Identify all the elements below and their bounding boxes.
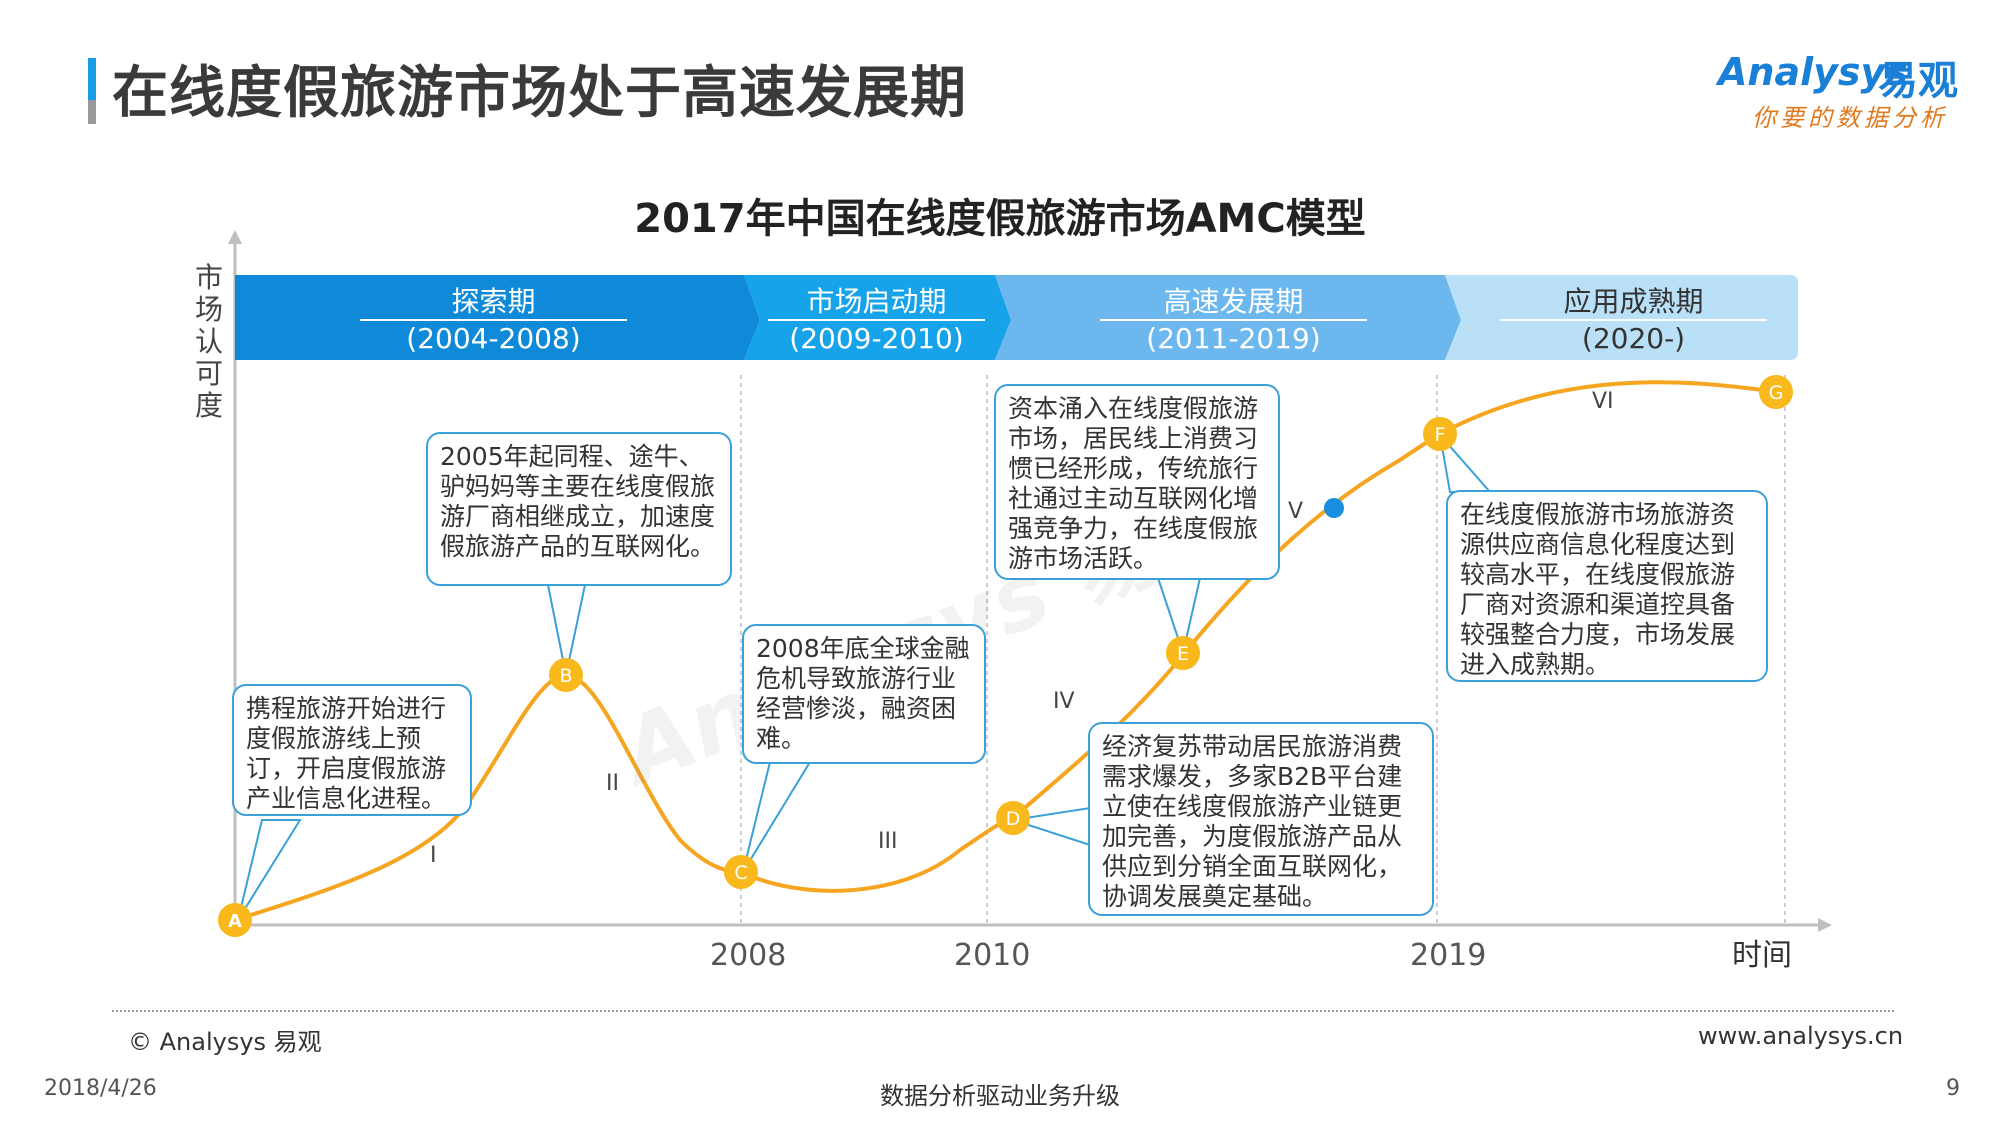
stage-v-marker	[1324, 498, 1344, 518]
point-d-label: D	[1006, 808, 1021, 830]
phase-band-3	[995, 275, 1461, 360]
point-a	[218, 903, 252, 937]
stage-vi-label: VI	[1592, 389, 1614, 414]
callout-b: 2005年起同程、途牛、驴妈妈等主要在线度假旅游厂商相继成立，加速度假旅游产品的…	[426, 432, 732, 586]
chart-title: 2017年中国在线度假旅游市场AMC模型	[634, 196, 1366, 242]
phase-band-4	[1445, 275, 1798, 360]
stage-i-label: I	[430, 843, 437, 868]
point-c-label: C	[734, 862, 747, 884]
point-g-label: G	[1769, 382, 1784, 404]
footer-date: 2018/4/26	[44, 1076, 157, 1101]
callout-e: 资本涌入在线度假旅游市场，居民线上消费习惯已经形成，传统旅行社通过主动互联网化增…	[994, 384, 1280, 580]
callout-c: 2008年底全球金融危机导致旅游行业经营惨淡，融资困难。	[742, 624, 986, 764]
point-b-label: B	[559, 665, 572, 687]
year-2010: 2010	[954, 938, 1031, 973]
phase-2-name: 市场启动期	[806, 285, 947, 318]
phase-4-name: 应用成熟期	[1563, 285, 1704, 318]
title-accent-bar	[88, 58, 96, 124]
logo-text-en: Analysys	[1718, 50, 1908, 94]
phase-3-name: 高速发展期	[1163, 285, 1304, 318]
callout-a-pointer	[237, 819, 302, 921]
callout-d: 经济复苏带动居民旅游消费需求爆发，多家B2B平台建立使在线度假旅游产业链更加完善…	[1088, 722, 1434, 916]
year-2008: 2008	[710, 938, 787, 973]
point-c	[724, 855, 758, 889]
point-a-label: A	[228, 911, 242, 932]
phase-band-2	[744, 275, 1011, 360]
x-axis-arrow	[1818, 918, 1832, 932]
point-b	[549, 658, 583, 692]
phase-band-1	[235, 275, 760, 360]
year-2019: 2019	[1410, 938, 1487, 973]
logo-text-cn: 易观	[1878, 58, 1958, 104]
stage-iv-label: IV	[1053, 689, 1075, 714]
page-number: 9	[1946, 1076, 1960, 1101]
callout-a: 携程旅游开始进行度假旅游线上预订，开启度假旅游产业信息化进程。	[232, 684, 472, 816]
logo-slogan: 你要的数据分析	[1752, 104, 1948, 132]
footer-website[interactable]: www.analysys.cn	[1698, 1022, 1904, 1050]
footer-slogan: 数据分析驱动业务升级	[880, 1082, 1120, 1110]
phase-1-name: 探索期	[451, 285, 536, 318]
phase-1-period: (2004-2008)	[406, 322, 581, 355]
x-axis-label: 时间	[1732, 938, 1792, 973]
point-e-label: E	[1177, 643, 1189, 665]
title-accent-bar-lower	[88, 100, 96, 124]
y-axis-label: 市场认可度	[194, 261, 223, 422]
callout-c-pointer	[742, 761, 812, 873]
point-e	[1166, 636, 1200, 670]
phase-2-period: (2009-2010)	[789, 322, 964, 355]
stage-v-label: V	[1288, 499, 1303, 524]
point-g	[1759, 375, 1793, 409]
phase-3-period: (2011-2019)	[1146, 322, 1321, 355]
footer-divider	[112, 1010, 1894, 1012]
page-title: 在线度假旅游市场处于高速发展期	[112, 61, 967, 126]
footer-copyright: © Analysys 易观	[128, 1028, 322, 1056]
stage-ii-label: II	[606, 771, 619, 796]
point-f	[1423, 417, 1457, 451]
point-d	[996, 801, 1030, 835]
phase-4-period: (2020-)	[1581, 322, 1686, 355]
stage-iii-label: III	[878, 829, 897, 854]
y-axis-arrow	[228, 230, 242, 244]
point-f-label: F	[1435, 424, 1446, 446]
callout-f: 在线度假旅游市场旅游资源供应商信息化程度达到较高水平，在线度假旅游厂商对资源和渠…	[1446, 490, 1768, 682]
